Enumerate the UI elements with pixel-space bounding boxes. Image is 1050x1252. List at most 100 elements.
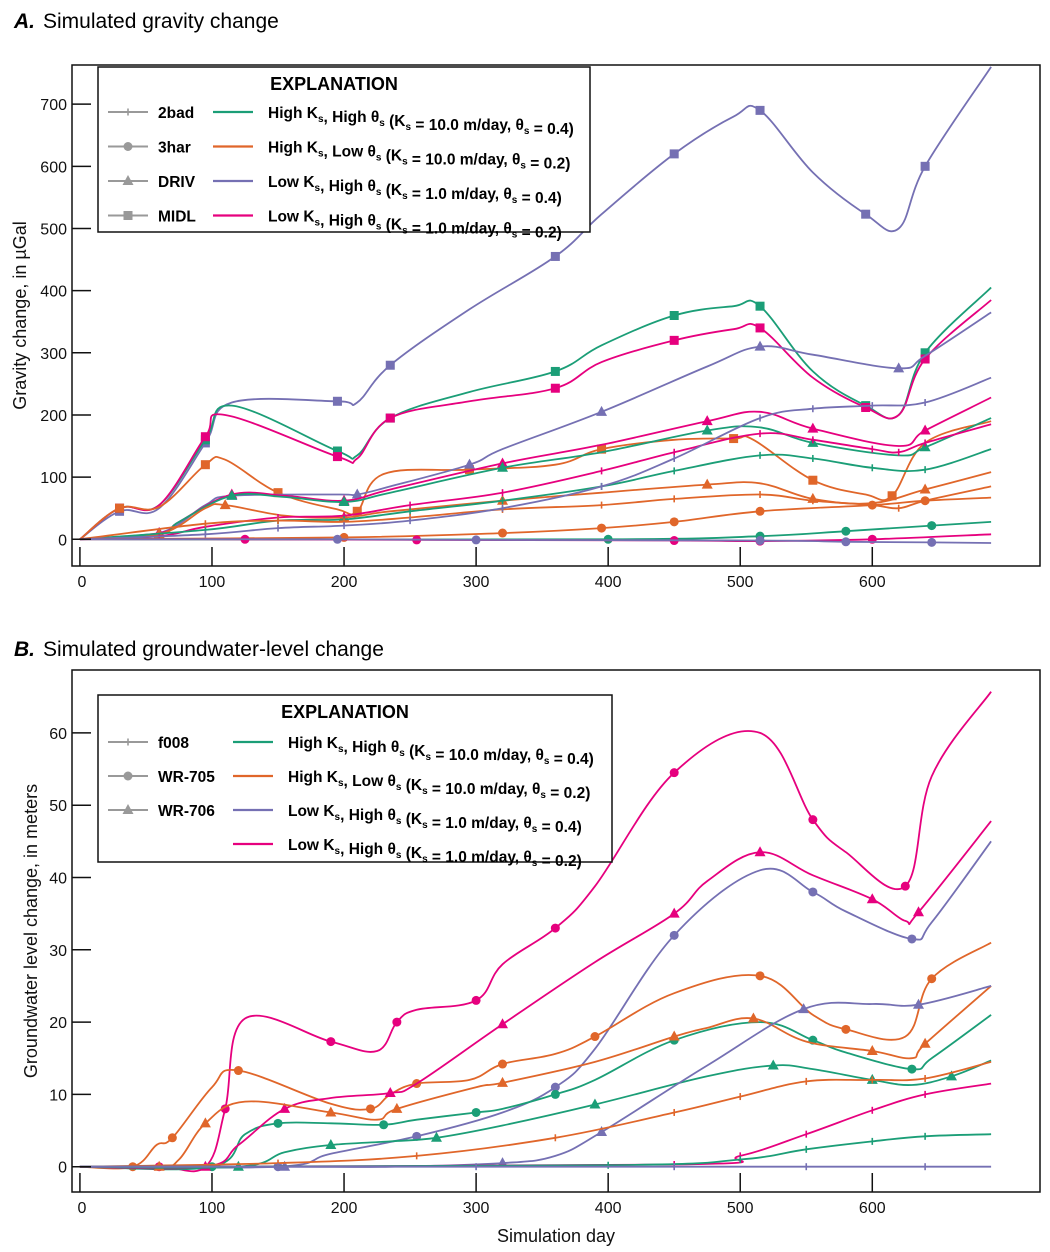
series-line (79, 496, 992, 541)
y-tick-label: 50 (49, 798, 67, 815)
data-point-marker (550, 923, 560, 933)
series-line (79, 311, 992, 541)
x-tick-label: 0 (77, 574, 86, 591)
symbol: θ (515, 117, 523, 134)
data-point-marker (669, 149, 679, 159)
text: = 0.4) (537, 819, 581, 836)
text: Low (268, 174, 303, 191)
text: , High (320, 178, 367, 195)
series-f008-0 (79, 1132, 992, 1169)
series-line (79, 1061, 992, 1168)
text: = 0.2) (546, 785, 590, 802)
series-3har-1 (79, 496, 992, 542)
series-line (79, 691, 992, 1173)
y-tick-label: 0 (58, 1160, 67, 1177)
data-point-marker (465, 465, 475, 475)
data-point-marker (861, 209, 871, 219)
series-line (79, 396, 992, 541)
text: High (268, 140, 307, 157)
x-tick-label: 200 (331, 574, 358, 591)
subscript: s (532, 824, 538, 835)
data-point-marker (701, 478, 713, 489)
x-tick-label: 300 (463, 574, 490, 591)
data-point-marker (668, 1030, 680, 1041)
legend-scenario-label: High Ks, High θs (Ks = 10.0 m/day, θs = … (268, 105, 574, 138)
y-tick-label: 300 (40, 346, 67, 363)
text: ( (405, 743, 415, 760)
series-2bad-2 (79, 376, 992, 541)
subscript: s (335, 812, 341, 823)
data-point-marker (338, 495, 350, 506)
text: , High (320, 213, 367, 230)
text: , Low (344, 773, 388, 790)
data-point-marker (596, 1125, 608, 1136)
data-point-marker (701, 415, 713, 426)
text: Low (268, 209, 303, 226)
legend-station-label: 2bad (158, 105, 194, 122)
text: ( (381, 217, 391, 234)
text: = 0.4) (529, 121, 573, 138)
data-point-marker (597, 523, 607, 533)
legend-scenario-label: Low Ks, High θs (Ks = 1.0 m/day, θs = 0.… (288, 803, 582, 836)
data-point-marker (920, 354, 930, 364)
data-point-marker (669, 930, 679, 940)
data-point-marker (867, 500, 877, 510)
legend-box (97, 694, 613, 863)
data-point-marker (471, 1107, 481, 1117)
subscript: s (422, 786, 428, 797)
data-point-marker (754, 340, 766, 351)
text: , High (344, 739, 391, 756)
x-tick-label: 500 (727, 574, 754, 591)
data-point-marker (498, 1059, 508, 1069)
data-point-marker (669, 517, 679, 527)
panel-title: A. Simulated gravity change (13, 10, 279, 33)
y-tick-label: 100 (40, 470, 67, 487)
y-tick-label: 400 (40, 284, 67, 301)
symbol: θ (367, 178, 375, 195)
text: , High (340, 841, 387, 858)
symbol: θ (523, 849, 531, 866)
data-point-marker (755, 536, 765, 546)
series-WR-705-2 (79, 840, 992, 1172)
series-WR-706-3 (79, 820, 992, 1171)
data-point-marker (326, 1037, 336, 1047)
data-point-marker (919, 1037, 931, 1048)
data-point-marker (866, 893, 878, 904)
data-point-marker (798, 1003, 810, 1014)
symbol: θ (535, 747, 543, 764)
data-point-marker (841, 1024, 851, 1034)
symbol: θ (367, 213, 375, 230)
text: = 0.4) (549, 751, 593, 768)
symbol: K (411, 777, 423, 794)
data-point-marker (332, 446, 342, 456)
data-point-marker (332, 534, 342, 544)
text: = 10.0 m/day, (411, 117, 515, 134)
text: = 0.2) (537, 853, 581, 870)
symbol: K (307, 105, 319, 122)
text: ( (381, 148, 391, 165)
series-line (79, 423, 992, 541)
y-tick-label: 30 (49, 943, 67, 960)
y-tick-label: 200 (40, 408, 67, 425)
text: = 10.0 m/day, (428, 781, 532, 798)
subscript: s (532, 858, 538, 869)
y-tick-label: 10 (49, 1087, 67, 1104)
subscript: s (540, 790, 546, 801)
data-point-marker (233, 1066, 243, 1076)
data-point-marker (893, 362, 905, 373)
symbol: K (323, 803, 335, 820)
data-point-marker (332, 396, 342, 406)
text: = 1.0 m/day, (408, 186, 504, 203)
data-point-marker (807, 422, 819, 433)
y-tick-label: 40 (49, 870, 67, 887)
series-WR-705-1 (79, 941, 992, 1172)
series-MIDL-1 (79, 420, 992, 540)
data-point-marker (596, 405, 608, 416)
text: = 0.2) (517, 225, 561, 242)
data-point-marker (365, 1104, 375, 1114)
plot-frame (71, 669, 1041, 1193)
data-point-marker (755, 971, 765, 981)
text: , High (340, 807, 387, 824)
data-point-marker (669, 768, 679, 778)
